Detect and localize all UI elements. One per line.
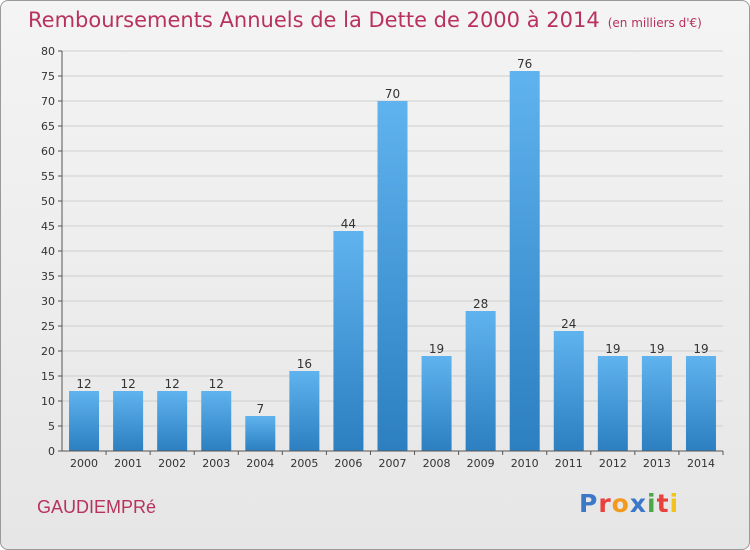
bar-2002 bbox=[157, 391, 188, 451]
y-tick-label: 55 bbox=[41, 170, 55, 183]
x-tick-label-2003: 2003 bbox=[202, 457, 230, 470]
commune-name: GAUDIEMPRé bbox=[37, 497, 157, 517]
x-tick-label-2008: 2008 bbox=[423, 457, 451, 470]
x-tick-label-2004: 2004 bbox=[246, 457, 274, 470]
y-tick-label: 10 bbox=[41, 395, 55, 408]
data-label-2013: 19 bbox=[649, 342, 664, 356]
data-label-2004: 7 bbox=[256, 402, 264, 416]
data-label-2006: 44 bbox=[341, 217, 356, 231]
data-label-2008: 19 bbox=[429, 342, 444, 356]
bar-2001 bbox=[113, 391, 144, 451]
logo-letter-0: P bbox=[579, 489, 599, 518]
bar-2013 bbox=[641, 356, 672, 451]
chart-title-main: Remboursements Annuels de la Dette de 20… bbox=[28, 8, 600, 32]
y-tick-label: 75 bbox=[41, 70, 55, 83]
data-label-2005: 16 bbox=[297, 357, 312, 371]
bar-2006 bbox=[333, 231, 364, 451]
bar-2004 bbox=[245, 416, 276, 451]
bar-2010 bbox=[509, 71, 540, 451]
bar-2014 bbox=[685, 356, 716, 451]
y-tick-label: 0 bbox=[48, 445, 55, 458]
x-tick-label-2006: 2006 bbox=[334, 457, 362, 470]
x-tick-label-2010: 2010 bbox=[511, 457, 539, 470]
data-label-2000: 12 bbox=[76, 377, 91, 391]
y-tick-label: 80 bbox=[41, 45, 55, 58]
chart-title-unit: (en milliers d'€) bbox=[607, 16, 702, 30]
x-tick-label-2012: 2012 bbox=[599, 457, 627, 470]
x-tick-label-2014: 2014 bbox=[687, 457, 715, 470]
bar-2011 bbox=[553, 331, 584, 451]
logo-letter-6: i bbox=[669, 489, 680, 518]
y-tick-label: 25 bbox=[41, 320, 55, 333]
bar-2005 bbox=[289, 371, 320, 451]
y-tick-label: 20 bbox=[41, 345, 55, 358]
logo-letter-2: o bbox=[611, 489, 630, 518]
y-tick-label: 65 bbox=[41, 120, 55, 133]
x-tick-label-2002: 2002 bbox=[158, 457, 186, 470]
proxiti-logo: Proxiti bbox=[579, 489, 679, 518]
data-label-2002: 12 bbox=[165, 377, 180, 391]
chart-title: Remboursements Annuels de la Dette de 20… bbox=[28, 8, 702, 32]
x-tick-label-2005: 2005 bbox=[290, 457, 318, 470]
logo-letter-3: x bbox=[629, 489, 647, 518]
bar-2008 bbox=[421, 356, 452, 451]
data-label-2010: 76 bbox=[517, 57, 532, 71]
logo-letter-1: r bbox=[598, 489, 612, 518]
y-tick-label: 70 bbox=[41, 95, 55, 108]
logo-letter-4: i bbox=[647, 489, 657, 518]
bar-2003 bbox=[201, 391, 232, 451]
y-tick-label: 35 bbox=[41, 270, 55, 283]
bar-2012 bbox=[597, 356, 628, 451]
logo-letter-5: t bbox=[656, 489, 670, 518]
data-label-2012: 19 bbox=[605, 342, 620, 356]
y-tick-label: 15 bbox=[41, 370, 55, 383]
x-tick-label-2000: 2000 bbox=[70, 457, 98, 470]
y-tick-label: 30 bbox=[41, 295, 55, 308]
bar-2007 bbox=[377, 101, 408, 451]
data-label-2003: 12 bbox=[209, 377, 224, 391]
x-tick-label-2011: 2011 bbox=[555, 457, 583, 470]
y-tick-label: 5 bbox=[48, 420, 55, 433]
x-tick-label-2001: 2001 bbox=[114, 457, 142, 470]
y-tick-label: 40 bbox=[41, 245, 55, 258]
y-tick-label: 60 bbox=[41, 145, 55, 158]
bar-2009 bbox=[465, 311, 496, 451]
x-tick-label-2013: 2013 bbox=[643, 457, 671, 470]
x-tick-label-2009: 2009 bbox=[467, 457, 495, 470]
data-label-2009: 28 bbox=[473, 297, 488, 311]
y-tick-label: 50 bbox=[41, 195, 55, 208]
x-tick-label-2007: 2007 bbox=[379, 457, 407, 470]
bar-2000 bbox=[69, 391, 100, 451]
data-label-2011: 24 bbox=[561, 317, 576, 331]
data-label-2001: 12 bbox=[120, 377, 135, 391]
data-label-2007: 70 bbox=[385, 87, 400, 101]
y-tick-label: 45 bbox=[41, 220, 55, 233]
data-label-2014: 19 bbox=[693, 342, 708, 356]
